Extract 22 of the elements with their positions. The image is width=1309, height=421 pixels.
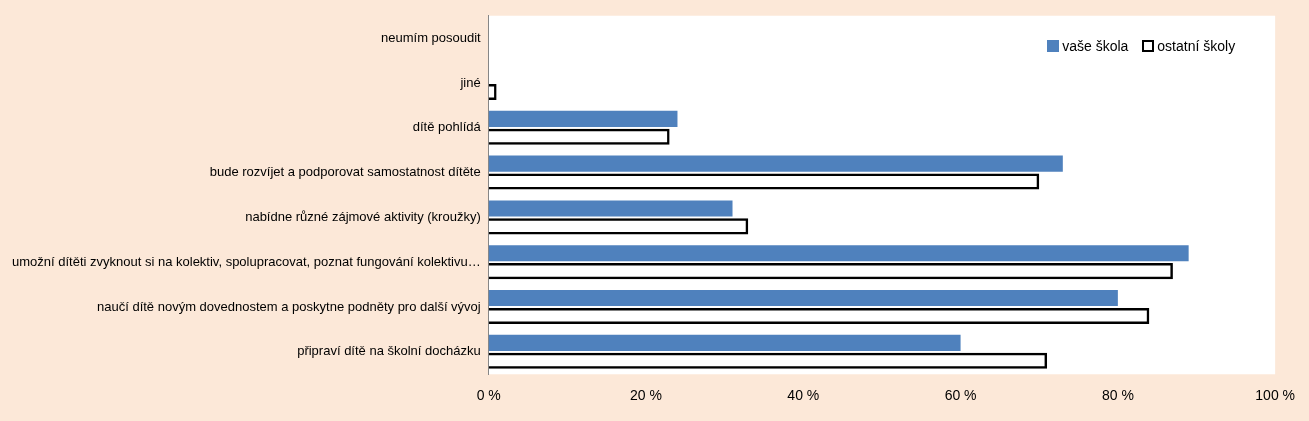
x-tick-label: 40 % bbox=[787, 387, 820, 404]
y-tick-label: jiné bbox=[459, 74, 481, 90]
y-tick-label: naučí dítě novým dovednostem a poskytne podněty pro další vývoj bbox=[97, 298, 481, 314]
y-tick-label: bude rozvíjet a podporovat samostatnost dítěte bbox=[209, 164, 481, 180]
x-tick-label: 0 % bbox=[476, 387, 501, 404]
x-tick-label: 60 % bbox=[944, 387, 977, 404]
y-tick-label: dítě pohlídá bbox=[412, 119, 482, 135]
legend-label: vaše škola bbox=[1062, 37, 1129, 54]
bar bbox=[488, 334, 961, 351]
legend-label: ostatní školy bbox=[1157, 37, 1236, 54]
bar bbox=[488, 200, 733, 217]
bar bbox=[488, 110, 678, 127]
bar bbox=[488, 289, 1118, 307]
y-tick-label: připraví dítě na školní docházku bbox=[297, 343, 481, 359]
bar bbox=[488, 155, 1063, 172]
y-tick-label: nabídne různé zájmové aktivity (kroužky) bbox=[245, 208, 481, 224]
x-tick-label: 100 % bbox=[1255, 387, 1295, 404]
y-tick-label: umožní dítěti zvyknout si na kolektiv, spolupracovat, poznat fungování kolektivu… bbox=[12, 253, 481, 269]
x-tick-label: 80 % bbox=[1101, 387, 1134, 404]
bar bbox=[488, 245, 1189, 262]
y-tick-label: neumím posoudit bbox=[381, 29, 482, 45]
x-tick-label: 20 % bbox=[630, 387, 662, 404]
